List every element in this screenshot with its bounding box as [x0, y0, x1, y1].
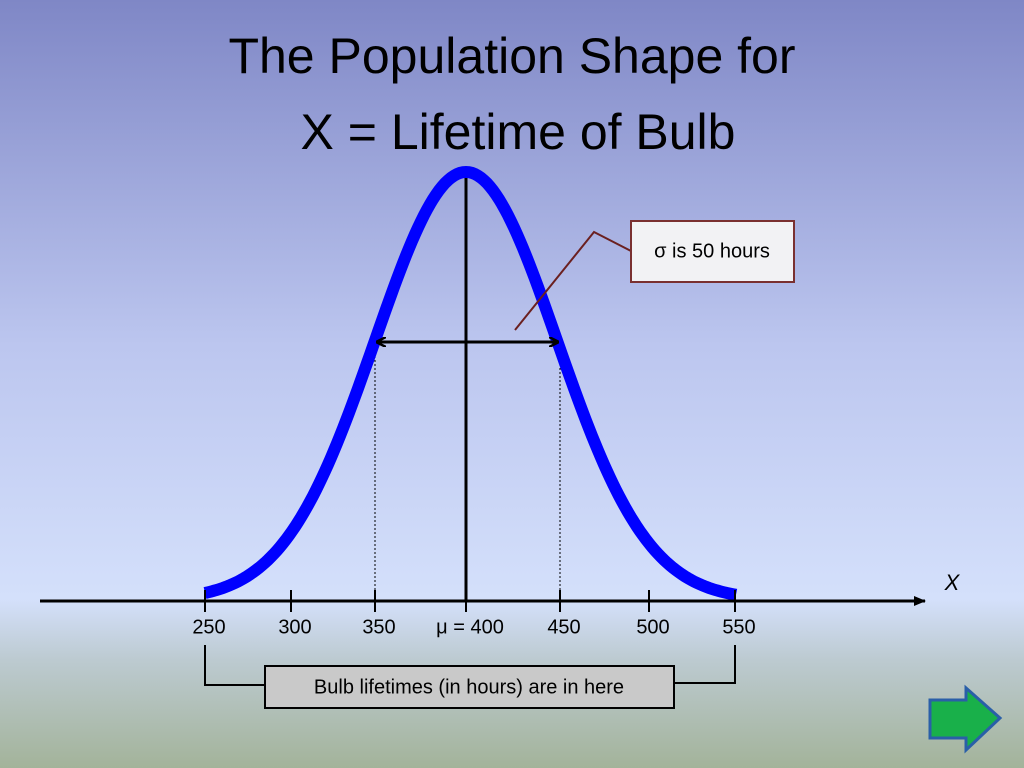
- tick-label: 450: [547, 616, 580, 638]
- bracket: [674, 645, 736, 684]
- tick-label: 500: [636, 616, 669, 638]
- bracket: [204, 645, 265, 686]
- range-label: Bulb lifetimes (in hours) are in here: [314, 676, 624, 698]
- title-line: X = Lifetime of Bulb: [301, 104, 736, 160]
- axis-label: X: [944, 570, 961, 595]
- callout-text: σ is 50 hours: [654, 240, 770, 262]
- callout-leader: [514, 230, 632, 331]
- tick-label: 550: [722, 616, 755, 638]
- tick-label: 300: [278, 616, 311, 638]
- normal-curve: [203, 165, 738, 601]
- tick-label: μ = 400: [436, 616, 504, 638]
- tick-label: 350: [362, 616, 395, 638]
- next-button[interactable]: [928, 684, 1003, 754]
- callout-box: [630, 220, 795, 283]
- range-box: [264, 665, 675, 709]
- tick-label: 250: [192, 616, 225, 638]
- title-line: The Population Shape for: [228, 28, 795, 84]
